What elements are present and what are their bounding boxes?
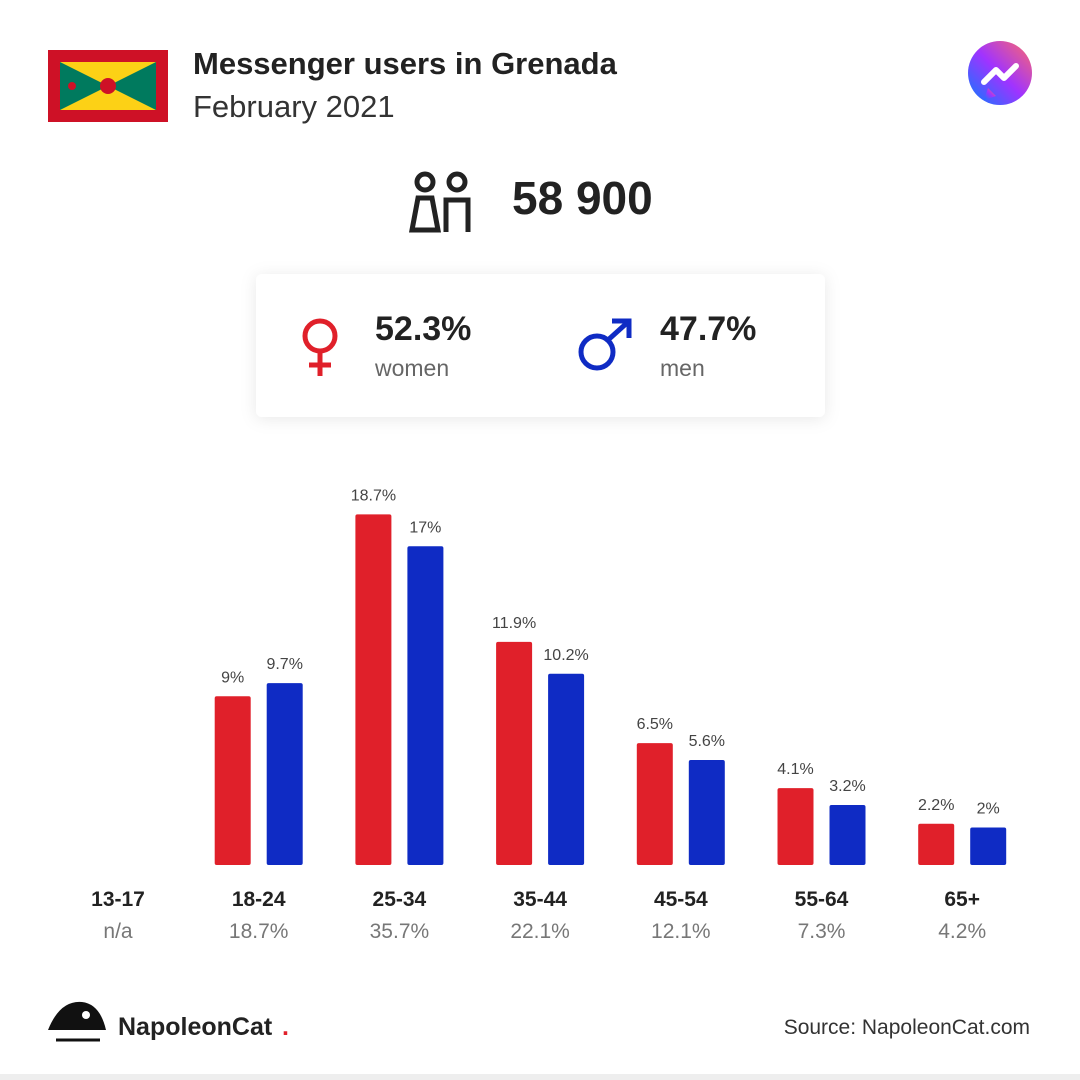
bar — [636, 743, 673, 865]
brand-logo — [48, 1001, 106, 1042]
category-total: 18.7% — [229, 920, 289, 943]
value-label: 5.6% — [689, 733, 725, 750]
men-share: 47.7% — [660, 310, 756, 348]
category-total: 4.2% — [938, 920, 986, 943]
category-label: 13-17 — [91, 888, 145, 911]
messenger-icon — [968, 41, 1032, 105]
value-label: 2% — [977, 801, 1000, 818]
bar-chart: 13-17 n/a 18-24 18.7% 9% 9.7% 25-34 35.7% 18.7% 1… — [91, 487, 1007, 943]
bar — [688, 760, 725, 865]
bar — [214, 696, 251, 865]
bar — [918, 823, 955, 865]
category-label: 35-44 — [513, 888, 567, 911]
title: Messenger users in Grenada — [193, 46, 618, 81]
brand-name: NapoleonCat — [118, 1013, 273, 1041]
value-label: 17% — [409, 519, 441, 536]
category-total: 35.7% — [370, 920, 430, 943]
women-share: 52.3% — [375, 310, 471, 348]
gender-card — [256, 274, 825, 417]
category-total: 7.3% — [798, 920, 846, 943]
value-label: 9.7% — [266, 656, 302, 673]
subtitle: February 2021 — [193, 89, 395, 124]
value-label: 6.5% — [637, 716, 673, 733]
value-label: 10.2% — [543, 647, 588, 664]
category-total: 22.1% — [510, 920, 570, 943]
category-label: 45-54 — [654, 888, 708, 911]
female-icon — [302, 318, 338, 376]
value-label: 4.1% — [777, 761, 813, 778]
flag — [48, 50, 168, 122]
category-label: 18-24 — [232, 888, 286, 911]
value-label: 11.9% — [492, 615, 536, 632]
bar — [355, 514, 392, 865]
bar — [496, 641, 533, 865]
total-users: 58 900 — [512, 172, 653, 224]
women-label: women — [374, 355, 449, 381]
category-total: n/a — [103, 920, 133, 943]
bar — [548, 673, 585, 865]
bottom-strip — [0, 1074, 1080, 1080]
bar — [970, 827, 1007, 865]
male-icon — [578, 318, 632, 371]
bar — [407, 546, 444, 865]
brand-dot: . — [282, 1013, 289, 1041]
category-total: 12.1% — [651, 920, 711, 943]
source: Source: NapoleonCat.com — [784, 1016, 1030, 1039]
category-label: 55-64 — [795, 888, 849, 911]
value-label: 2.2% — [918, 797, 954, 814]
bar — [777, 788, 814, 865]
value-label: 3.2% — [829, 778, 865, 795]
category-label: 65+ — [944, 888, 980, 911]
bar — [829, 805, 866, 865]
bar — [266, 683, 303, 865]
people-icon — [408, 171, 471, 233]
value-label: 9% — [221, 669, 244, 686]
men-label: men — [660, 355, 705, 381]
value-label: 18.7% — [351, 487, 396, 504]
category-label: 25-34 — [373, 888, 427, 911]
